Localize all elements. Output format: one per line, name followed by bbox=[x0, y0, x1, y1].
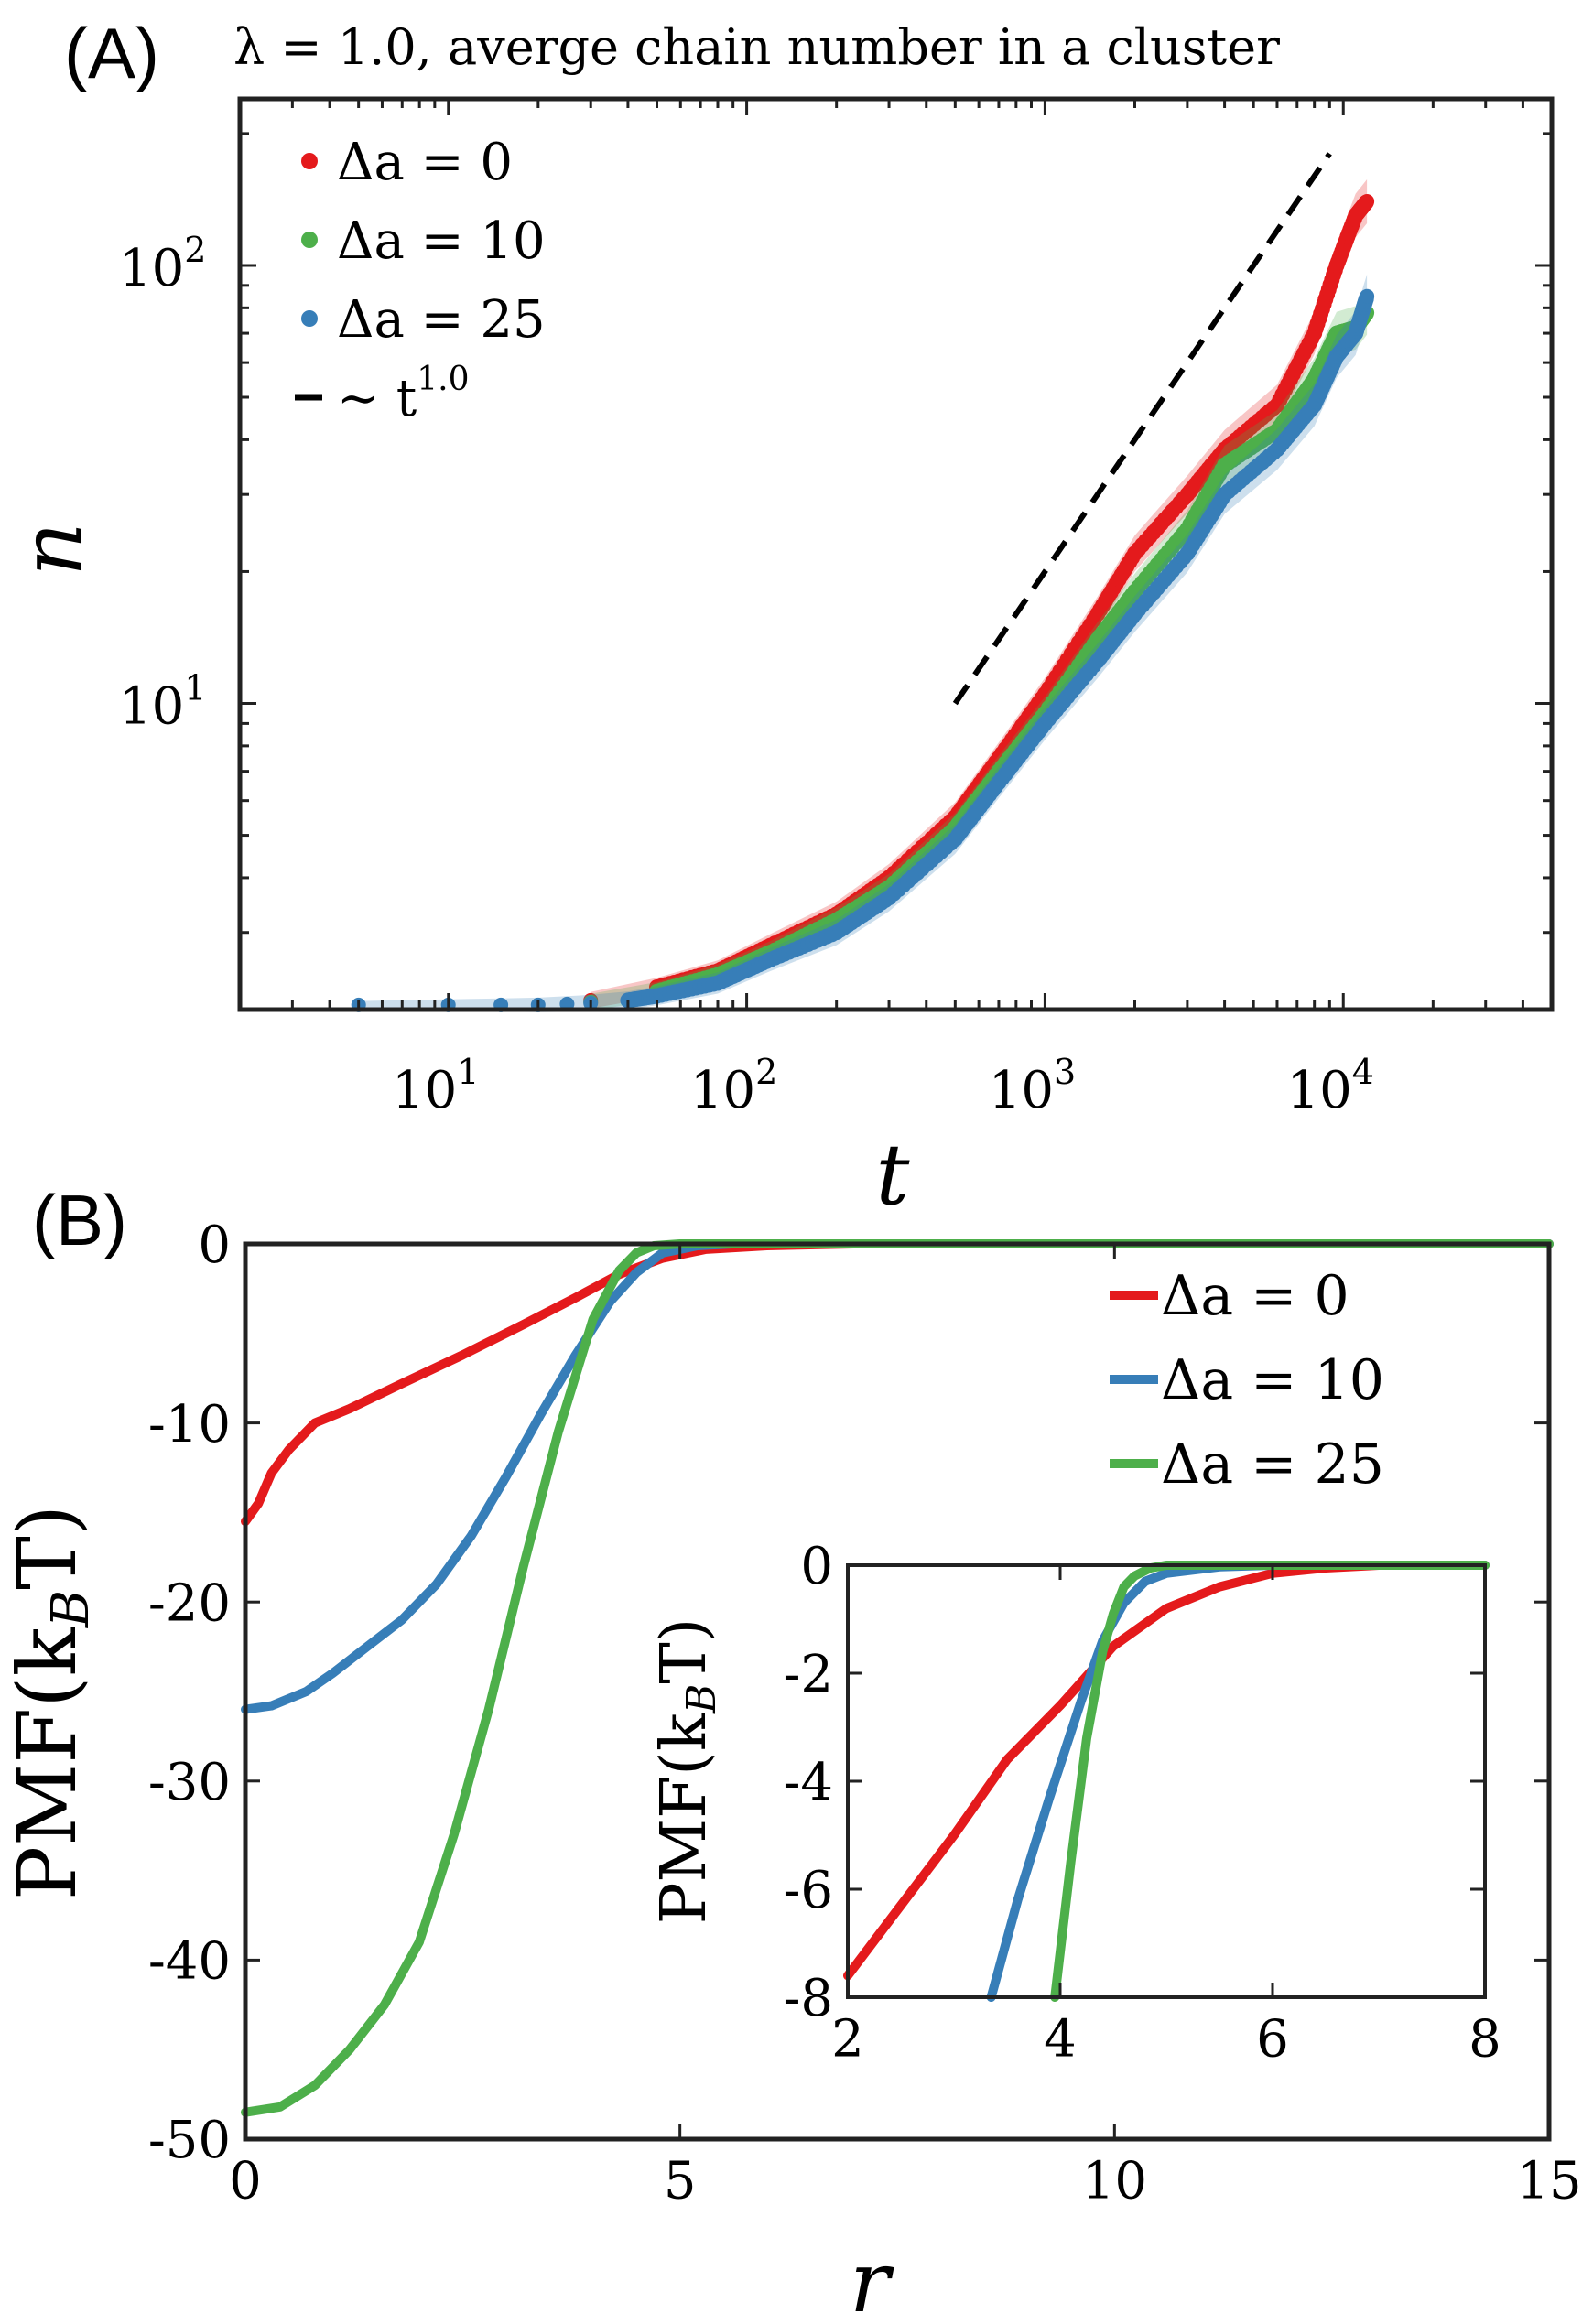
panel-a-y-axis-label: n bbox=[3, 522, 101, 576]
panel-b-legend: Δa = 0 Δa = 10 Δa = 25 bbox=[1110, 1264, 1384, 1497]
panel-b-x-axis-label: r bbox=[850, 2233, 894, 2324]
inset-y-axis-label-main: PMF(k bbox=[648, 1713, 721, 1924]
panel-a: (A) λ = 1.0, averge chain number in a cl… bbox=[3, 13, 1555, 1224]
panel-a-axes-frame bbox=[237, 96, 1555, 1012]
reference-line-t1 bbox=[952, 152, 1332, 706]
y-tick-label-exp: 2 bbox=[184, 230, 206, 270]
inset-ticks: 2 4 6 8 0 -2 -4 -6 -8 bbox=[783, 1537, 1501, 2069]
legend-label: Δa = 10 bbox=[337, 211, 546, 271]
panel-b-y-axis-label-main: PMF(k bbox=[0, 1627, 94, 1900]
series-a-2 bbox=[351, 274, 1375, 1012]
panel-b-y-tick-label: -20 bbox=[148, 1573, 231, 1633]
panel-b-y-tick-label: -50 bbox=[148, 2111, 231, 2170]
x-tick-label-base: 10 bbox=[989, 1061, 1054, 1120]
legend-label-text: Δa = 10 bbox=[337, 211, 546, 271]
panel-b-x-tick-label: 15 bbox=[1516, 2151, 1581, 2211]
inset-y-axis-label-tail: T) bbox=[648, 1618, 721, 1684]
inset-y-tick-label: 0 bbox=[800, 1537, 833, 1596]
panel-b-y-tick-label: -10 bbox=[148, 1395, 231, 1454]
legend-label-text: Δa = 0 bbox=[337, 133, 513, 192]
legend-label: Δa = 0 bbox=[337, 133, 513, 192]
y-tick-label-base: 10 bbox=[119, 677, 184, 737]
x-tick-label-base: 10 bbox=[1287, 1061, 1352, 1120]
inset-axes-frame bbox=[846, 1563, 1487, 1999]
panel-b-y-tick-label: -30 bbox=[148, 1753, 231, 1812]
y-tick-label-exp: 1 bbox=[184, 668, 206, 708]
legend-label: Δa = 25 bbox=[1161, 1432, 1384, 1497]
legend-label: Δa = 10 bbox=[1161, 1348, 1384, 1412]
data-point bbox=[1360, 194, 1375, 209]
panel-b-y-tick-label: -40 bbox=[148, 1932, 231, 1992]
series-a-band-0 bbox=[591, 179, 1368, 1009]
x-tick-label-base: 10 bbox=[690, 1061, 755, 1120]
x-tick-label-exp: 3 bbox=[1054, 1052, 1076, 1092]
inset-x-tick-label: 4 bbox=[1044, 2009, 1077, 2069]
panel-b-x-tick-label: 10 bbox=[1082, 2151, 1147, 2211]
series-a-0 bbox=[583, 179, 1375, 1009]
panel-b: (B) 0 5 10 150-10-20-30-40-50 r PMF(kBT) Δa… bbox=[0, 1180, 1582, 2324]
legend-marker bbox=[301, 153, 318, 169]
panel-b-y-axis-label-tail: T) bbox=[0, 1505, 94, 1590]
series-a-band-1 bbox=[591, 290, 1368, 1011]
x-tick-label: 102 bbox=[690, 1052, 777, 1120]
inset-y-tick-label: -4 bbox=[783, 1753, 833, 1812]
panel-a-marks bbox=[351, 152, 1375, 1012]
inset-y-tick-label: -6 bbox=[783, 1861, 833, 1920]
y-tick-label: 102 bbox=[119, 230, 206, 298]
panel-b-y-axis-label-sub: B bbox=[41, 1590, 101, 1628]
panel-b-inset: 2 4 6 8 0 -2 -4 -6 -8 PMF(kBT) bbox=[648, 1537, 1501, 2069]
y-tick-label-base: 10 bbox=[119, 239, 184, 298]
legend-label-text: ∼ t bbox=[337, 369, 417, 428]
inset-y-tick-label: -8 bbox=[783, 1969, 833, 2028]
panel-b-axes-frame bbox=[243, 1241, 1552, 2142]
y-tick-label: 101 bbox=[119, 668, 206, 737]
legend-label: ∼ t1.0 bbox=[337, 361, 470, 428]
inset-x-tick-label: 8 bbox=[1468, 2009, 1501, 2069]
panel-b-y-tick-label: 0 bbox=[198, 1216, 231, 1275]
series-a-1 bbox=[583, 290, 1375, 1011]
inset-y-tick-label: -2 bbox=[783, 1645, 833, 1704]
inset-x-tick-label: 2 bbox=[831, 2009, 864, 2069]
inset-x-tick-label: 6 bbox=[1256, 2009, 1289, 2069]
panel-b-x-tick-label: 0 bbox=[229, 2151, 262, 2211]
x-tick-label-exp: 1 bbox=[457, 1052, 479, 1092]
panel-a-x-axis-label: t bbox=[876, 1126, 911, 1224]
x-tick-label: 101 bbox=[392, 1052, 479, 1120]
panel-b-ticks: 0 5 10 150-10-20-30-40-50 bbox=[148, 1216, 1582, 2211]
legend-label-text: Δa = 25 bbox=[337, 290, 546, 350]
x-tick-label: 104 bbox=[1287, 1052, 1374, 1120]
panel-b-x-tick-label: 5 bbox=[664, 2151, 697, 2211]
panel-b-label: (B) bbox=[32, 1180, 127, 1260]
panel-a-title: λ = 1.0, averge chain number in a cluste… bbox=[233, 18, 1280, 76]
panel-b-y-axis-label: PMF(kBT) bbox=[0, 1505, 101, 1900]
inset-y-axis-label-sub: B bbox=[678, 1684, 725, 1714]
legend-label: Δa = 0 bbox=[1161, 1264, 1349, 1328]
legend-label: Δa = 25 bbox=[337, 290, 546, 350]
x-tick-label: 103 bbox=[989, 1052, 1076, 1120]
panel-a-label: (A) bbox=[64, 13, 159, 93]
panel-a-legend: Δa = 0 Δa = 10 Δa = 25 ∼ t1.0 bbox=[295, 133, 546, 428]
x-tick-label-exp: 2 bbox=[755, 1052, 777, 1092]
inset-background bbox=[848, 1565, 1485, 1997]
data-point bbox=[1360, 288, 1375, 304]
legend-marker bbox=[301, 232, 318, 248]
legend-marker bbox=[301, 310, 318, 327]
legend-label-sup: 1.0 bbox=[417, 361, 469, 398]
x-tick-label-base: 10 bbox=[392, 1061, 457, 1120]
x-tick-label-exp: 4 bbox=[1352, 1052, 1374, 1092]
inset-y-axis-label: PMF(kBT) bbox=[648, 1618, 725, 1925]
